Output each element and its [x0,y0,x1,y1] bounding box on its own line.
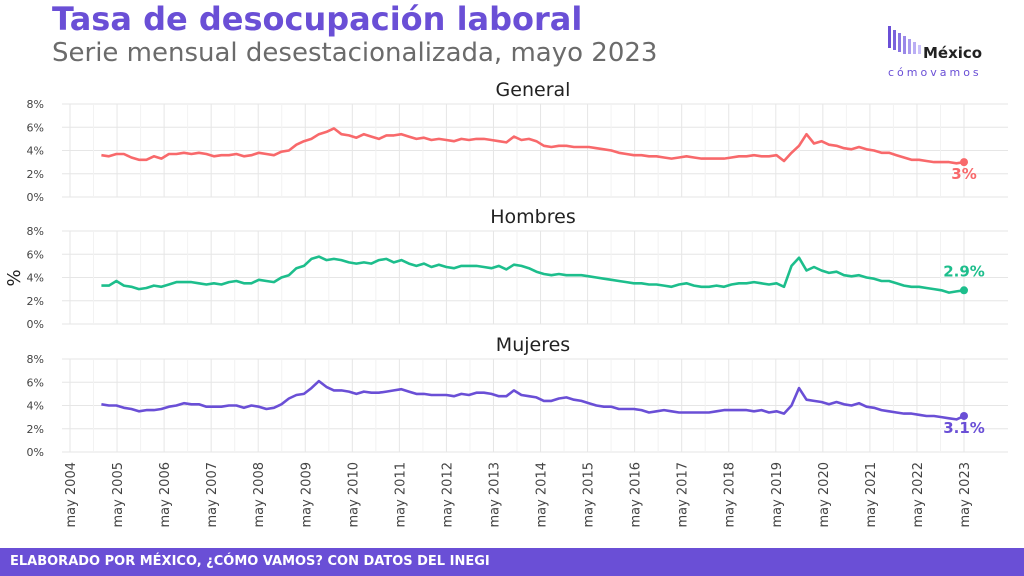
x-tick-label: may 2015 [582,462,597,528]
x-tick-label: may 2016 [629,462,644,528]
y-tick-label: 6% [27,376,44,389]
y-tick-label: 4% [27,272,44,285]
panel-title-1: Hombres [490,206,575,228]
panel-title-2: Mujeres [496,334,570,356]
logo-word: México [923,44,983,62]
footer-bar: ELABORADO POR MÉXICO, ¿CÓMO VAMOS? CON D… [0,548,1024,576]
series-end-point [960,286,968,295]
x-tick-label: may 2014 [535,462,550,528]
x-tick-label: may 2023 [958,462,973,528]
footer-credit: ELABORADO POR MÉXICO, ¿CÓMO VAMOS? CON D… [10,554,490,569]
y-tick-label: 0% [27,191,44,204]
chart-area: General 0% 2% 4% 6% 8% 3% Hombres 0% 2% 4% 6% 8% 2.9%… [4,79,1008,528]
x-tick-label: may 2005 [111,462,126,528]
logo-subword: cómovamos [888,66,982,79]
y-tick-label: 6% [27,248,44,261]
chart-subtitle: Serie mensual desestacionalizada, mayo 2… [52,38,658,68]
series-end-point [960,158,968,167]
series-line-Hombres [101,255,965,294]
x-tick-label: may 2009 [299,462,314,528]
x-tick-label: may 2010 [346,462,361,528]
end-value-label: 2.9% [943,262,985,280]
y-tick-label: 8% [27,353,44,366]
series-end-point [960,411,968,420]
y-tick-label: 0% [27,318,44,331]
y-tick-label: 4% [27,145,44,158]
y-tick-label: 0% [27,446,44,459]
chart-title: Tasa de desocupación laboral [52,0,583,38]
x-tick-label: may 2017 [676,462,691,528]
x-tick-label: may 2020 [817,462,832,528]
series-line-Mujeres [101,379,965,421]
x-tick-label: may 2021 [864,462,879,528]
x-tick-label: may 2006 [158,462,173,528]
x-tick-label: may 2012 [440,462,455,528]
y-tick-label: 8% [27,225,44,238]
end-value-label: 3% [951,165,976,183]
x-tick-label: may 2011 [393,462,408,528]
y-tick-label: 2% [27,423,44,436]
series-line-General [101,127,965,165]
x-tick-label: may 2018 [723,462,738,528]
y-tick-label: 2% [27,295,44,308]
y-tick-label: 6% [27,121,44,134]
x-tick-label: may 2004 [64,462,79,528]
x-tick-label: may 2013 [487,462,502,528]
mexico-como-vamos-logo: México cómovamos [888,22,1008,82]
y-tick-label: 8% [27,98,44,111]
y-tick-label: 2% [27,168,44,181]
x-tick-label: may 2008 [252,462,267,528]
x-tick-label: may 2019 [770,462,785,528]
y-axis-label: % [4,269,25,286]
x-tick-label: may 2022 [911,462,926,528]
logo-bars-icon [888,26,921,54]
end-value-label: 3.1% [943,419,985,437]
y-tick-label: 4% [27,400,44,413]
panel-title-0: General [496,79,571,101]
x-tick-label: may 2007 [205,462,220,528]
